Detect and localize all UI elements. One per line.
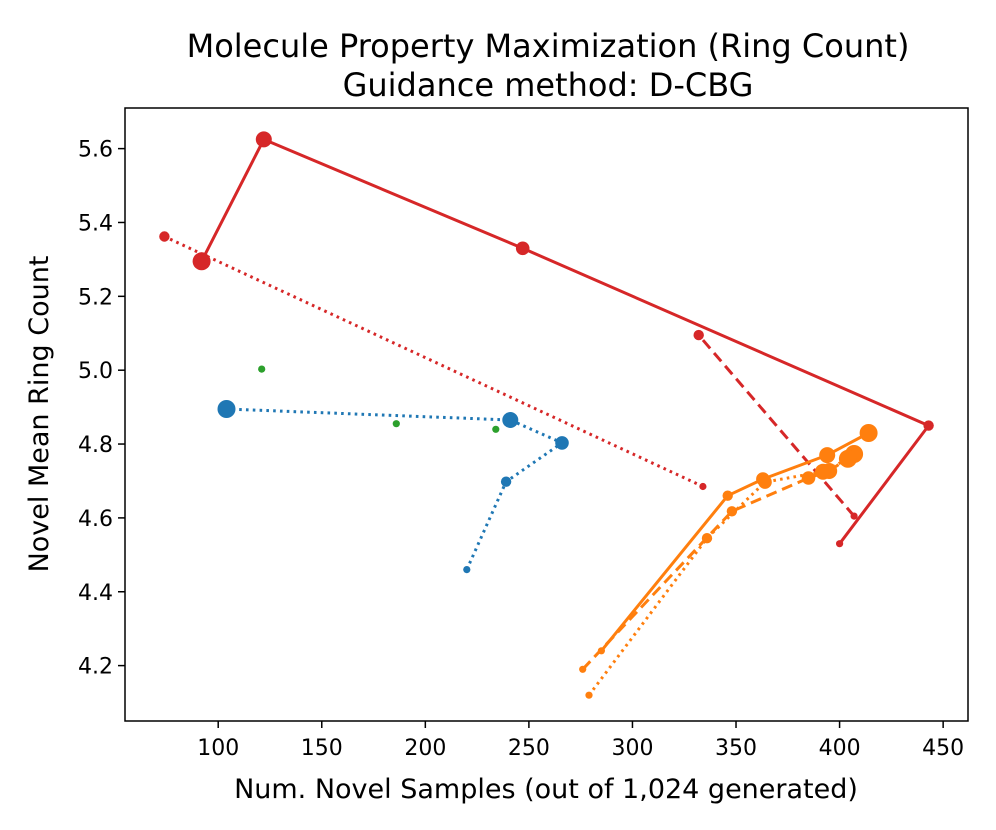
series-1 bbox=[693, 329, 858, 520]
x-tick-label-2: 200 bbox=[404, 736, 446, 761]
series-6-point-1 bbox=[500, 476, 512, 487]
series-6-line bbox=[226, 407, 564, 571]
series-6-point-0 bbox=[463, 566, 471, 574]
plot-frame bbox=[124, 107, 969, 722]
series-0-point-3 bbox=[255, 131, 272, 148]
x-tick-label-0: 100 bbox=[197, 736, 239, 761]
x-tick-label-3: 250 bbox=[508, 736, 550, 761]
series-5-line bbox=[587, 457, 849, 697]
y-tick-label-5: 5.2 bbox=[78, 285, 113, 310]
y-axis-label: Novel Mean Ring Count bbox=[24, 256, 55, 573]
series-5 bbox=[585, 449, 857, 699]
series-6-point-2 bbox=[555, 436, 569, 450]
series-0 bbox=[192, 131, 934, 548]
series-0-point-0 bbox=[836, 540, 844, 548]
y-tick-label-1: 4.4 bbox=[78, 581, 113, 606]
series-0-point-2 bbox=[515, 241, 530, 256]
series-7-point-2 bbox=[492, 425, 500, 433]
chart-subtitle: Guidance method: D-CBG bbox=[343, 66, 754, 104]
series-3-point-4 bbox=[859, 424, 878, 442]
series-1-point-0 bbox=[850, 512, 858, 520]
series-2-point-0 bbox=[699, 482, 707, 491]
series-5-point-4 bbox=[838, 449, 857, 468]
x-tick-label-6: 400 bbox=[819, 736, 861, 761]
x-tick-label-4: 300 bbox=[611, 736, 653, 761]
y-tick-label-3: 4.8 bbox=[78, 433, 113, 458]
series-6-point-4 bbox=[217, 400, 236, 418]
series-7-point-1 bbox=[392, 420, 400, 428]
y-tick-label-7: 5.6 bbox=[78, 138, 113, 163]
series-4-point-1 bbox=[726, 506, 738, 517]
ticks-layer: 100 150 200 250 300 350 400 450 4.2 4.4 4.6 4.8 5.0 5… bbox=[78, 138, 964, 761]
series-5-point-0 bbox=[585, 691, 593, 699]
series-4-point-2 bbox=[801, 471, 816, 485]
series-1-line bbox=[697, 334, 856, 518]
series-layer bbox=[159, 131, 934, 699]
series-7-point-0 bbox=[258, 365, 266, 373]
series-0-line bbox=[200, 137, 931, 545]
series-7 bbox=[258, 365, 500, 433]
series-6 bbox=[217, 400, 569, 574]
series-5-point-1 bbox=[701, 533, 713, 544]
series-3-point-1 bbox=[722, 490, 733, 501]
series-2-point-1 bbox=[159, 231, 170, 242]
y-tick-label-4: 5.0 bbox=[78, 359, 113, 384]
series-4-line bbox=[581, 452, 855, 671]
series-1-point-1 bbox=[693, 329, 704, 341]
y-tick-label-0: 4.2 bbox=[78, 655, 113, 680]
x-axis-label: Num. Novel Samples (out of 1,024 generat… bbox=[234, 774, 858, 805]
x-tick-label-5: 350 bbox=[715, 736, 757, 761]
y-tick-label-6: 5.4 bbox=[78, 211, 113, 236]
series-3-point-3 bbox=[819, 447, 836, 464]
series-2-line bbox=[163, 235, 704, 488]
series-4-point-0 bbox=[579, 665, 587, 673]
series-6-point-3 bbox=[502, 412, 519, 428]
chart-title: Molecule Property Maximization (Ring Cou… bbox=[187, 27, 910, 65]
x-tick-label-1: 150 bbox=[301, 736, 343, 761]
series-5-point-3 bbox=[815, 463, 831, 480]
series-2 bbox=[159, 231, 707, 491]
series-5-point-2 bbox=[758, 475, 772, 489]
x-tick-label-7: 450 bbox=[922, 736, 964, 761]
series-0-point-4 bbox=[192, 252, 211, 271]
y-tick-label-2: 4.6 bbox=[78, 507, 113, 532]
series-0-point-1 bbox=[923, 420, 934, 431]
